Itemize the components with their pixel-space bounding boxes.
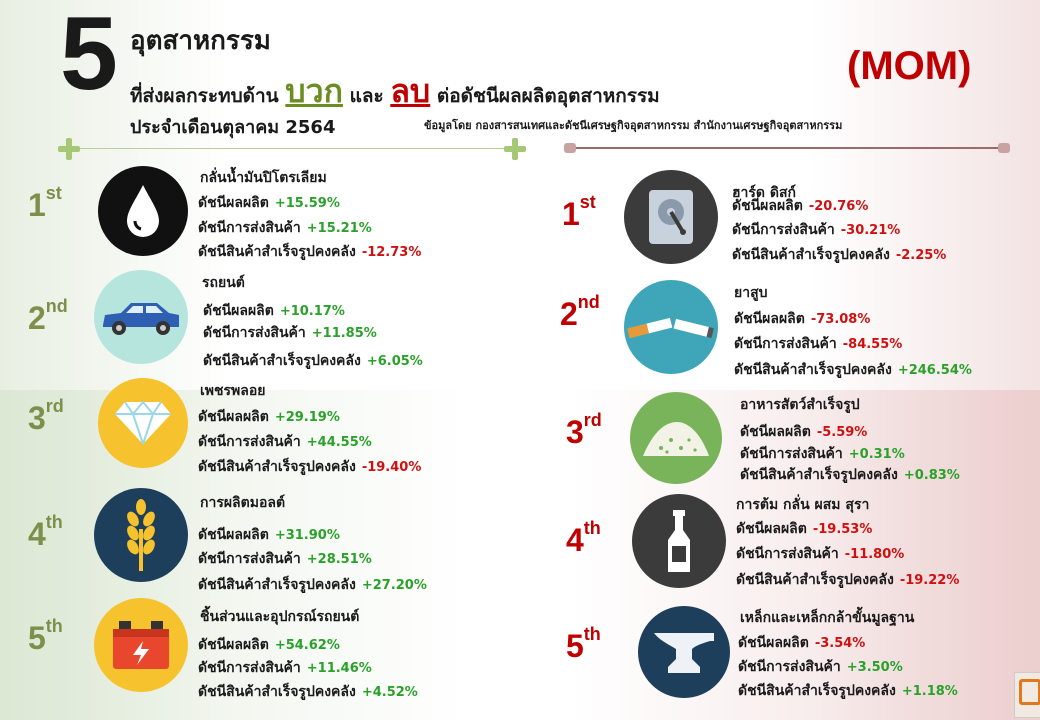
index-row: ดัชนีผลผลิต -20.76% [732, 195, 868, 217]
rank-label: 5th [566, 628, 601, 665]
rank-label: 2nd [560, 296, 600, 333]
rank-label: 5th [28, 620, 63, 657]
index-row: ดัชนีผลผลิต +29.19% [198, 406, 340, 428]
car-icon [94, 270, 188, 364]
plus-icon [504, 138, 526, 160]
industry-name: อาหารสัตว์สำเร็จรูป [740, 394, 860, 416]
industry-name: ชิ้นส่วนและอุปกรณ์รถยนต์ [200, 606, 359, 628]
cigarette-icon [624, 280, 718, 374]
industry-name: กลั่นน้ำมันปิโตรเลียม [200, 167, 327, 189]
index-row: ดัชนีผลผลิต -5.59% [740, 421, 867, 443]
industry-name: เพชรพลอย [200, 380, 265, 402]
index-row: ดัชนีสินค้าสำเร็จรูปคงคลัง +0.83% [740, 464, 960, 486]
index-row: ดัชนีการส่งสินค้า +3.50% [738, 656, 903, 678]
industry-name: การต้ม กลั่น ผสม สุรา [736, 494, 869, 516]
industry-name: ยาสูบ [734, 282, 768, 304]
index-row: ดัชนีสินค้าสำเร็จรูปคงคลัง -19.40% [198, 456, 421, 478]
plus-icon [58, 138, 80, 160]
car-battery-icon [94, 598, 188, 692]
index-row: ดัชนีการส่งสินค้า +11.85% [203, 322, 377, 344]
hard-disk-icon [624, 170, 718, 264]
title-prefix: ที่ส่งผลกระทบด้าน [130, 85, 279, 107]
title-line-2: ที่ส่งผลกระทบด้าน บวก และ ลบ ต่อดัชนีผลผ… [130, 66, 660, 117]
bottle-icon [632, 494, 726, 588]
index-row: ดัชนีการส่งสินค้า +44.55% [198, 431, 372, 453]
anvil-icon [638, 606, 730, 698]
rank-label: 1st [562, 196, 596, 233]
title-suffix: ต่อดัชนีผลผลิตอุตสาหกรรม [437, 85, 660, 107]
index-row: ดัชนีสินค้าสำเร็จรูปคงคลัง +4.52% [198, 681, 418, 703]
negative-divider [567, 147, 1003, 149]
animal-feed-icon [630, 392, 722, 484]
index-row: ดัชนีสินค้าสำเร็จรูปคงคลัง +6.05% [203, 350, 423, 372]
index-row: ดัชนีการส่งสินค้า +15.21% [198, 217, 372, 239]
index-row: ดัชนีผลผลิต +31.90% [198, 524, 340, 546]
diamond-icon [98, 378, 188, 468]
mom-badge: (MOM) [847, 44, 971, 89]
agency-logo [1014, 672, 1040, 718]
industry-name: เหล็กและเหล็กกล้าขั้นมูลฐาน [740, 607, 914, 629]
big-number: 5 [60, 2, 118, 106]
minus-icon [564, 143, 576, 153]
index-row: ดัชนีผลผลิต +10.17% [203, 300, 345, 322]
index-row: ดัชนีสินค้าสำเร็จรูปคงคลัง +27.20% [198, 574, 427, 596]
negative-word: ลบ [390, 72, 430, 110]
index-row: ดัชนีการส่งสินค้า +28.51% [198, 548, 372, 570]
index-row: ดัชนีการส่งสินค้า -84.55% [734, 333, 902, 355]
rank-label: 3rd [566, 414, 602, 451]
index-row: ดัชนีสินค้าสำเร็จรูปคงคลัง -12.73% [198, 241, 421, 263]
rank-label: 2nd [28, 300, 68, 337]
title-mid: และ [350, 85, 384, 107]
index-row: ดัชนีสินค้าสำเร็จรูปคงคลัง +246.54% [734, 359, 972, 381]
rank-label: 1st [28, 187, 62, 224]
title-line-1: อุตสาหกรรม [130, 20, 271, 61]
index-row: ดัชนีการส่งสินค้า +11.46% [198, 657, 372, 679]
index-row: ดัชนีผลผลิต -19.53% [736, 518, 872, 540]
index-row: ดัชนีผลผลิต +15.59% [198, 192, 340, 214]
rank-label: 4th [566, 522, 601, 559]
rank-label: 3rd [28, 400, 64, 437]
index-row: ดัชนีผลผลิต -73.08% [734, 308, 870, 330]
index-row: ดัชนีสินค้าสำเร็จรูปคงคลัง +1.18% [738, 680, 958, 702]
industry-name: การผลิตมอลต์ [200, 492, 285, 514]
index-row: ดัชนีสินค้าสำเร็จรูปคงคลัง -19.22% [736, 569, 959, 591]
index-row: ดัชนีการส่งสินค้า -11.80% [736, 543, 904, 565]
period-label: ประจำเดือนตุลาคม 2564 [130, 112, 335, 141]
index-row: ดัชนีการส่งสินค้า -30.21% [732, 219, 900, 241]
index-row: ดัชนีการส่งสินค้า +0.31% [740, 443, 905, 465]
oil-drop-icon [98, 166, 188, 256]
index-row: ดัชนีสินค้าสำเร็จรูปคงคลัง -2.25% [732, 244, 946, 266]
wheat-icon [94, 488, 188, 582]
industry-name: รถยนต์ [202, 272, 245, 294]
positive-word: บวก [285, 72, 343, 110]
index-row: ดัชนีผลผลิต +54.62% [198, 634, 340, 656]
minus-icon [998, 143, 1010, 153]
index-row: ดัชนีผลผลิต -3.54% [738, 632, 865, 654]
source-note: ข้อมูลโดย กองสารสนเทศและดัชนีเศรษฐกิจอุต… [424, 116, 842, 134]
rank-label: 4th [28, 516, 63, 553]
positive-divider [76, 148, 514, 149]
